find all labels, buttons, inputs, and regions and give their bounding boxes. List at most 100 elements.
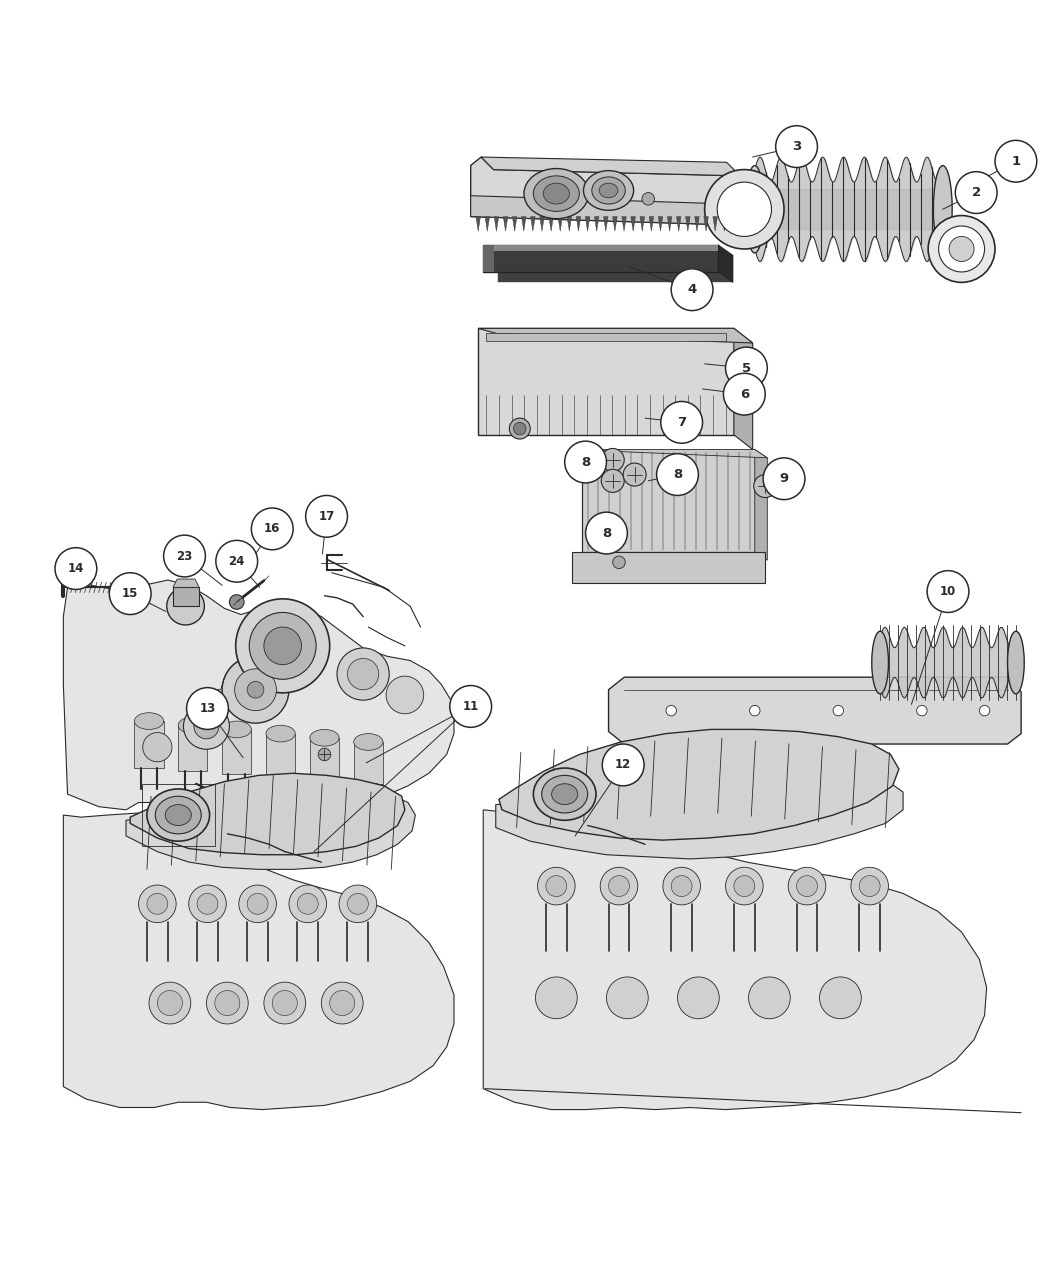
Circle shape xyxy=(449,686,491,727)
Text: 8: 8 xyxy=(581,455,590,468)
Ellipse shape xyxy=(178,717,208,733)
Circle shape xyxy=(850,867,888,905)
Circle shape xyxy=(194,714,219,738)
Circle shape xyxy=(602,469,624,492)
Circle shape xyxy=(663,867,700,905)
Polygon shape xyxy=(631,217,635,231)
Polygon shape xyxy=(478,329,753,343)
Ellipse shape xyxy=(543,184,569,204)
Text: 14: 14 xyxy=(67,562,84,575)
Text: 23: 23 xyxy=(176,550,192,562)
Polygon shape xyxy=(609,677,1021,745)
Polygon shape xyxy=(173,588,200,606)
Circle shape xyxy=(776,126,818,167)
Polygon shape xyxy=(253,663,312,671)
Circle shape xyxy=(666,705,676,715)
Circle shape xyxy=(235,599,330,692)
Polygon shape xyxy=(668,217,672,231)
Circle shape xyxy=(216,541,257,583)
Circle shape xyxy=(750,705,760,715)
Circle shape xyxy=(754,474,777,497)
Circle shape xyxy=(55,548,97,589)
Circle shape xyxy=(109,572,151,615)
Circle shape xyxy=(763,458,805,500)
Circle shape xyxy=(238,885,276,923)
Text: 16: 16 xyxy=(264,523,280,536)
Polygon shape xyxy=(173,579,200,588)
Text: 8: 8 xyxy=(673,468,683,481)
Circle shape xyxy=(859,876,880,896)
Polygon shape xyxy=(495,217,499,231)
Circle shape xyxy=(995,140,1036,182)
Circle shape xyxy=(917,705,927,715)
Circle shape xyxy=(197,894,218,914)
Polygon shape xyxy=(549,217,553,231)
Circle shape xyxy=(726,347,768,389)
Polygon shape xyxy=(498,255,733,282)
Circle shape xyxy=(264,982,306,1024)
Polygon shape xyxy=(649,217,654,231)
Ellipse shape xyxy=(592,177,625,204)
Circle shape xyxy=(223,657,289,723)
Polygon shape xyxy=(585,217,590,231)
Circle shape xyxy=(749,977,791,1019)
Ellipse shape xyxy=(147,789,210,842)
Text: 8: 8 xyxy=(602,527,611,539)
Polygon shape xyxy=(485,217,489,231)
Polygon shape xyxy=(718,245,733,282)
Circle shape xyxy=(734,876,755,896)
Text: 4: 4 xyxy=(688,283,697,296)
Polygon shape xyxy=(540,217,544,231)
Text: 2: 2 xyxy=(971,186,981,199)
Polygon shape xyxy=(496,782,903,859)
Circle shape xyxy=(546,876,567,896)
Polygon shape xyxy=(695,217,699,231)
Text: 6: 6 xyxy=(739,388,749,400)
Circle shape xyxy=(272,991,297,1016)
Circle shape xyxy=(660,402,702,444)
Ellipse shape xyxy=(165,805,191,825)
Polygon shape xyxy=(640,217,645,231)
Polygon shape xyxy=(499,729,899,840)
Circle shape xyxy=(215,991,239,1016)
Text: 10: 10 xyxy=(940,585,957,598)
Ellipse shape xyxy=(584,171,633,210)
Circle shape xyxy=(613,556,625,569)
Circle shape xyxy=(167,588,205,625)
Polygon shape xyxy=(476,217,481,231)
Circle shape xyxy=(609,876,629,896)
Ellipse shape xyxy=(872,631,888,694)
Circle shape xyxy=(513,422,526,435)
Ellipse shape xyxy=(354,733,383,750)
Polygon shape xyxy=(722,217,727,231)
Circle shape xyxy=(229,594,244,609)
Circle shape xyxy=(586,513,627,553)
Polygon shape xyxy=(622,217,626,231)
Ellipse shape xyxy=(542,775,588,813)
Polygon shape xyxy=(572,552,765,583)
Polygon shape xyxy=(522,217,526,231)
Polygon shape xyxy=(658,217,663,231)
Polygon shape xyxy=(604,217,608,231)
Ellipse shape xyxy=(155,797,202,834)
Polygon shape xyxy=(676,217,681,231)
Circle shape xyxy=(184,704,229,750)
Polygon shape xyxy=(583,450,768,458)
Ellipse shape xyxy=(524,168,589,219)
Circle shape xyxy=(723,374,765,416)
Circle shape xyxy=(939,226,985,272)
Ellipse shape xyxy=(266,725,295,742)
Ellipse shape xyxy=(1008,631,1024,694)
Circle shape xyxy=(538,867,575,905)
Circle shape xyxy=(348,658,379,690)
Circle shape xyxy=(671,876,692,896)
Polygon shape xyxy=(253,622,312,630)
Text: 1: 1 xyxy=(1011,154,1021,168)
Polygon shape xyxy=(470,195,732,224)
Circle shape xyxy=(337,648,390,700)
Polygon shape xyxy=(470,157,740,224)
Polygon shape xyxy=(512,217,517,231)
Polygon shape xyxy=(481,157,740,176)
Circle shape xyxy=(386,676,424,714)
Ellipse shape xyxy=(223,722,251,738)
